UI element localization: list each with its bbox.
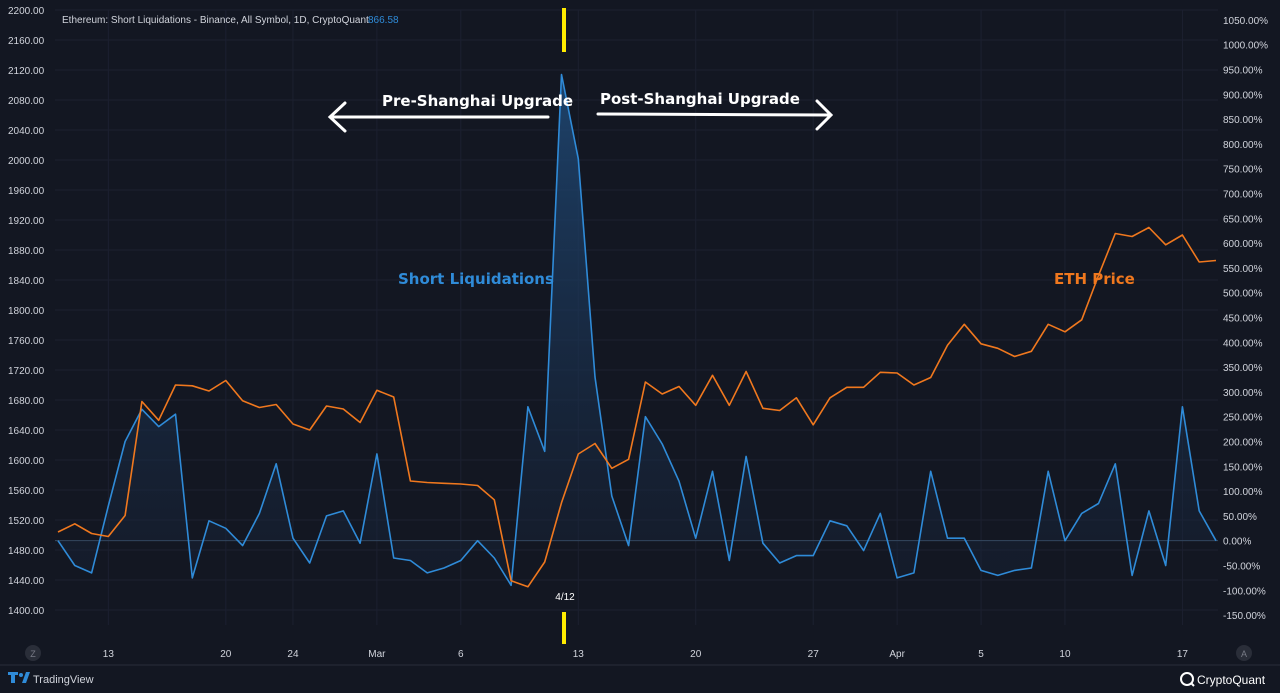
marker-date-label: 4/12 [555, 592, 575, 603]
left-axis-tick: 2160.00 [8, 36, 45, 47]
left-axis-tick: 1880.00 [8, 246, 45, 257]
left-axis-tick: 2120.00 [8, 66, 45, 77]
right-axis-tick: 0.00% [1223, 537, 1251, 548]
left-axis-tick: 1640.00 [8, 426, 45, 437]
left-axis: 2200.00 2160.00 2120.00 2080.00 2040.00 2000.… [8, 6, 45, 617]
last-value: 866.58 [368, 15, 399, 26]
right-axis-tick: 800.00% [1223, 140, 1263, 151]
left-axis-tick: 1960.00 [8, 186, 45, 197]
left-axis-tick: 1520.00 [8, 516, 45, 527]
marker-top [562, 8, 566, 52]
left-axis-tick: 1400.00 [8, 606, 45, 617]
right-axis-tick: 1050.00% [1223, 16, 1268, 27]
left-axis-tick: 2200.00 [8, 6, 45, 17]
x-axis-tick: Mar [368, 649, 386, 660]
left-axis-tick: 2040.00 [8, 126, 45, 137]
left-axis-tick: 1440.00 [8, 576, 45, 587]
x-axis-tick: 6 [458, 649, 464, 660]
right-axis-tick: -150.00% [1223, 611, 1266, 622]
auto-scale-button[interactable]: A [1236, 645, 1252, 661]
left-axis-tick: 1840.00 [8, 276, 45, 287]
right-axis-tick: 500.00% [1223, 289, 1263, 300]
right-axis-tick: 50.00% [1223, 512, 1257, 523]
x-axis-tick: 27 [808, 649, 820, 660]
short-liquidations-line [57, 73, 1217, 587]
eth-price-label: ETH Price [1054, 270, 1135, 288]
right-axis-tick: 650.00% [1223, 214, 1263, 225]
right-axis-tick: 150.00% [1223, 462, 1263, 473]
right-axis-tick: 550.00% [1223, 264, 1263, 275]
right-axis-tick: 750.00% [1223, 165, 1263, 176]
right-axis-tick: 900.00% [1223, 90, 1263, 101]
right-axis-tick: 200.00% [1223, 437, 1263, 448]
pre-shanghai-label: Pre-Shanghai Upgrade [382, 92, 573, 110]
right-axis-tick: 250.00% [1223, 413, 1263, 424]
right-axis-tick: 350.00% [1223, 363, 1263, 374]
right-axis-tick: 300.00% [1223, 388, 1263, 399]
right-axis-tick: 100.00% [1223, 487, 1263, 498]
tradingview-logo-icon[interactable] [8, 672, 30, 683]
right-axis-tick: 400.00% [1223, 338, 1263, 349]
right-axis-tick: -100.00% [1223, 586, 1266, 597]
left-axis-tick: 1680.00 [8, 396, 45, 407]
left-axis-tick: 1800.00 [8, 306, 45, 317]
post-shanghai-label: Post-Shanghai Upgrade [600, 90, 800, 108]
x-axis-tick: Apr [889, 649, 905, 660]
right-axis-tick: 450.00% [1223, 314, 1263, 325]
left-axis-tick: 2000.00 [8, 156, 45, 167]
zoom-out-button[interactable]: Z [25, 645, 41, 661]
cryptoquant-brand: CryptoQuant [1197, 673, 1266, 687]
x-axis-tick: 17 [1177, 649, 1189, 660]
left-axis-tick: 1760.00 [8, 336, 45, 347]
x-axis-tick: 20 [690, 649, 702, 660]
svg-text:Z: Z [30, 649, 36, 659]
x-axis-tick: 5 [978, 649, 984, 660]
pre-shanghai-arrow [327, 101, 550, 133]
x-axis-tick: 13 [573, 649, 585, 660]
left-axis-tick: 1480.00 [8, 546, 45, 557]
left-axis-tick: 1720.00 [8, 366, 45, 377]
x-axis-tick: 20 [220, 649, 232, 660]
marker-bottom [562, 612, 566, 644]
eth-price-line [57, 226, 1217, 588]
cryptoquant-logo-icon [1180, 672, 1195, 687]
svg-text:A: A [1241, 649, 1247, 659]
series-layer [57, 73, 1217, 588]
right-axis-tick: 700.00% [1223, 190, 1263, 201]
x-axis-tick: 10 [1059, 649, 1071, 660]
post-shanghai-arrow [596, 99, 834, 131]
x-axis-tick: 24 [287, 649, 299, 660]
x-axis-tick: 13 [103, 649, 115, 660]
x-axis: 13 20 24 Mar 6 13 20 27 Apr 5 10 17 [103, 649, 1189, 660]
chart-title: Ethereum: Short Liquidations - Binance, … [62, 15, 369, 26]
right-axis-tick: -50.00% [1223, 561, 1260, 572]
left-axis-tick: 2080.00 [8, 96, 45, 107]
left-axis-tick: 1560.00 [8, 486, 45, 497]
left-axis-tick: 1600.00 [8, 456, 45, 467]
right-axis-tick: 850.00% [1223, 115, 1263, 126]
tradingview-brand[interactable]: TradingView [33, 674, 94, 686]
right-axis-tick: 600.00% [1223, 239, 1263, 250]
left-axis-tick: 1920.00 [8, 216, 45, 227]
right-axis-tick: 950.00% [1223, 66, 1263, 77]
short-liquidations-label: Short Liquidations [398, 270, 554, 288]
right-axis: 1050.00% 1000.00% 950.00% 900.00% 850.00% 800… [1223, 16, 1268, 622]
right-axis-tick: 1000.00% [1223, 41, 1268, 52]
